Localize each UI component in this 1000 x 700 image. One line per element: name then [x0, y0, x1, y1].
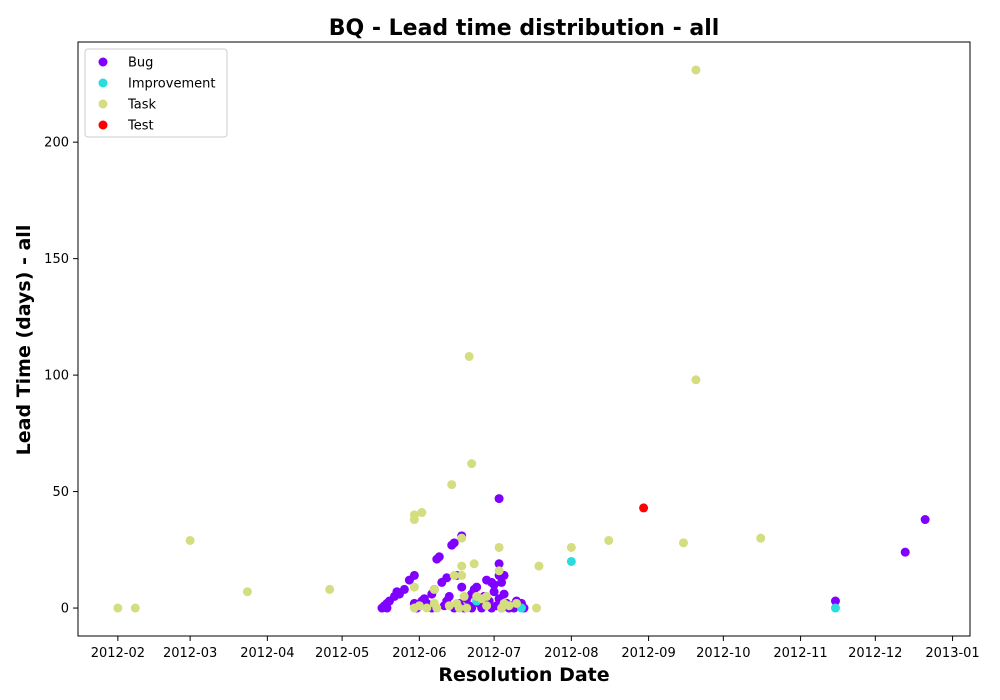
legend-label-bug: Bug — [128, 56, 153, 71]
task-point — [444, 601, 454, 611]
bug-point — [457, 582, 467, 592]
task-point — [457, 570, 467, 580]
x-tick-label: 2012-04 — [240, 646, 294, 661]
task-point — [459, 591, 469, 601]
x-tick-label: 2012-08 — [544, 646, 598, 661]
task-point — [242, 587, 252, 597]
test-point — [639, 503, 649, 513]
bug-point — [489, 587, 499, 597]
bug-point — [497, 577, 507, 587]
task-point — [482, 591, 492, 601]
task-point — [447, 480, 457, 490]
task-point — [462, 603, 472, 613]
task-point — [756, 533, 766, 543]
y-tick-label: 200 — [44, 136, 69, 151]
task-point — [494, 542, 504, 552]
y-axis-ticks: 0 50 100 150 200 — [44, 136, 78, 617]
y-tick-label: 100 — [44, 369, 69, 384]
task-point — [457, 561, 467, 571]
x-tick-label: 2012-07 — [467, 646, 521, 661]
bug-point — [399, 584, 409, 594]
task-point — [464, 351, 474, 361]
task-point — [469, 559, 479, 569]
improvement-point — [830, 603, 840, 613]
bug-point — [489, 580, 499, 590]
x-tick-label: 2012-11 — [773, 646, 827, 661]
task-point — [534, 561, 544, 571]
y-tick-label: 50 — [52, 485, 69, 500]
task-point — [417, 508, 427, 518]
task-point — [566, 542, 576, 552]
bug-point — [472, 582, 482, 592]
task-point — [604, 535, 614, 545]
legend-label-test: Test — [127, 119, 154, 134]
task-point — [429, 584, 439, 594]
task-point — [531, 603, 541, 613]
x-axis-label: Resolution Date — [438, 664, 609, 686]
task-point — [409, 515, 419, 525]
task-point — [482, 601, 492, 611]
bug-point — [444, 591, 454, 601]
bug-point — [900, 547, 910, 557]
x-tick-label: 2012-02 — [91, 646, 145, 661]
bug-point — [449, 538, 459, 548]
task-point — [467, 459, 477, 469]
legend-label-task: Task — [127, 98, 157, 113]
task-point — [113, 603, 123, 613]
bug-point — [499, 589, 509, 599]
bug-point — [920, 515, 930, 525]
task-point — [691, 65, 701, 75]
task-point — [414, 601, 424, 611]
legend-box — [84, 48, 228, 138]
bug-point — [494, 559, 504, 569]
x-axis-ticks: 2012-02 2012-03 2012-04 2012-05 2012-06 2012-… — [91, 636, 980, 661]
task-point — [422, 603, 432, 613]
task-point — [454, 603, 464, 613]
improvement-point — [566, 556, 576, 566]
task-point — [678, 538, 688, 548]
task-point — [504, 601, 514, 611]
bug-point — [494, 494, 504, 504]
legend-marker-task — [98, 99, 108, 109]
x-tick-label: 2012-10 — [696, 646, 750, 661]
task-point — [457, 533, 467, 543]
legend-label-improvement: Improvement — [128, 77, 215, 92]
x-tick-label: 2013-01 — [925, 646, 979, 661]
task-point — [494, 566, 504, 576]
y-tick-label: 150 — [44, 252, 69, 267]
legend: Bug Improvement Task Test — [84, 48, 228, 138]
bug-point — [830, 596, 840, 606]
legend-marker-test — [98, 120, 108, 130]
data-points — [113, 65, 930, 613]
task-point — [449, 570, 459, 580]
plot-frame — [77, 41, 971, 637]
x-tick-label: 2012-09 — [621, 646, 675, 661]
task-point — [409, 582, 419, 592]
task-point — [432, 603, 442, 613]
legend-marker-improvement — [98, 78, 108, 88]
y-axis-label: Lead Time (days) - all — [13, 225, 35, 456]
task-point — [325, 584, 335, 594]
y-tick-label: 0 — [61, 602, 69, 617]
bug-point — [442, 573, 452, 583]
bug-point — [382, 603, 392, 613]
task-point — [130, 603, 140, 613]
task-point — [185, 535, 195, 545]
chart-title: BQ - Lead time distribution - all — [329, 16, 720, 41]
x-tick-label: 2012-12 — [848, 646, 902, 661]
plot-area: 2012-02 2012-03 2012-04 2012-05 2012-06 2012-… — [44, 41, 980, 661]
bug-point — [409, 570, 419, 580]
x-tick-label: 2012-06 — [392, 646, 446, 661]
bug-point — [434, 552, 444, 562]
x-tick-label: 2012-03 — [163, 646, 217, 661]
task-point — [512, 598, 522, 608]
x-tick-label: 2012-05 — [315, 646, 369, 661]
legend-marker-bug — [98, 57, 108, 67]
task-point — [691, 375, 701, 385]
